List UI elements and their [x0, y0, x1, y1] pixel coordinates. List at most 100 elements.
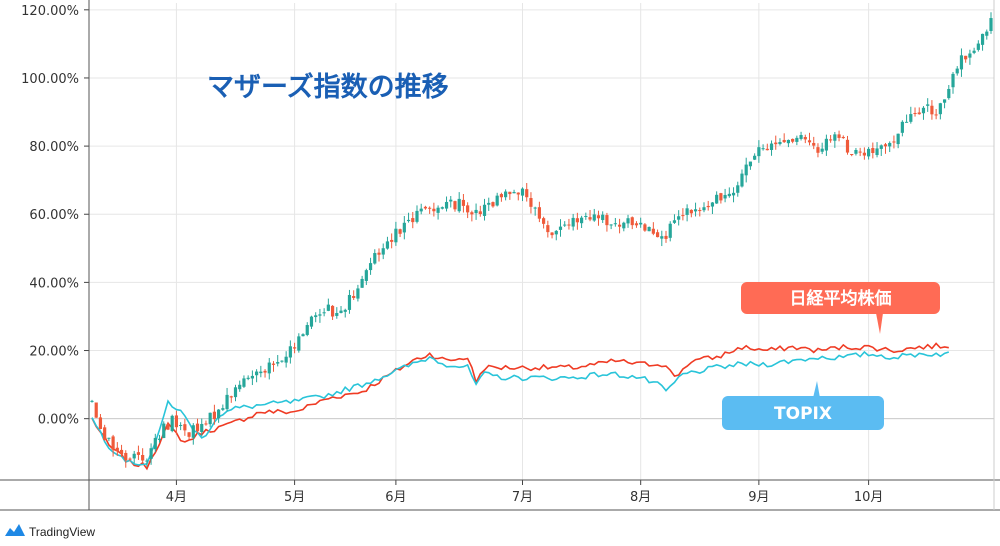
callout-topix-bg [722, 396, 884, 430]
candle-body [309, 316, 314, 327]
candle-body [179, 424, 183, 426]
candle-body [284, 356, 288, 363]
candle-body [242, 378, 246, 387]
y-tick-label: 20.00% [29, 345, 79, 360]
candle-body [867, 148, 871, 157]
candle-body [145, 460, 149, 462]
callout-nikkei-bg [741, 282, 940, 314]
candle-body [715, 194, 719, 204]
candle-body [217, 409, 221, 419]
candle-body [892, 141, 896, 143]
candle-body [934, 114, 938, 116]
y-tick-label: 100.00% [21, 72, 79, 87]
candle-body [373, 253, 377, 264]
candle-body [368, 263, 373, 271]
candle-body [740, 173, 744, 187]
candle-body [457, 198, 461, 212]
candle-body [917, 112, 921, 115]
candle-body [267, 362, 271, 374]
candle-body [402, 222, 406, 233]
candle-body [478, 211, 482, 215]
candle-body [343, 309, 347, 312]
candle-body [529, 198, 533, 207]
candle-body [791, 138, 795, 142]
candle-body [318, 314, 322, 316]
y-tick-label: 0.00% [38, 413, 79, 428]
candle-body [305, 325, 309, 335]
candle-body [221, 408, 225, 410]
candle-body [639, 222, 643, 225]
candle-body [225, 394, 229, 410]
candle-body [744, 164, 748, 176]
candle-body [187, 432, 191, 437]
candle-body [782, 139, 786, 143]
candle-body [141, 455, 145, 461]
candle-body [103, 427, 107, 440]
candle-body [896, 133, 900, 145]
candle-body [360, 278, 364, 288]
candle-body [132, 453, 136, 459]
candle-body [824, 138, 828, 151]
candle-body [580, 217, 584, 224]
candle-body [326, 304, 330, 311]
callout-topix-label: TOPIX [774, 404, 832, 424]
candle-body [778, 141, 782, 145]
candle-body [238, 384, 242, 390]
candle-body [136, 452, 141, 455]
candle-body [959, 55, 964, 70]
candle-body [736, 185, 740, 193]
candle-body [913, 113, 917, 115]
candle-body [119, 449, 124, 455]
candle-body [297, 336, 301, 351]
candle-body [596, 215, 601, 219]
candle-body [795, 137, 799, 142]
chart-title: マザーズ指数の推移 [207, 71, 449, 103]
candle-body [563, 224, 567, 226]
candle-body [166, 424, 170, 430]
candle-body [698, 210, 702, 212]
candle-body [533, 207, 537, 209]
candle-body [246, 377, 250, 379]
candle-body [731, 192, 736, 196]
candle-body [204, 423, 208, 425]
candle-body [651, 228, 655, 234]
x-tick-label: 5月 [284, 490, 305, 505]
candle-body [693, 209, 698, 212]
candle-body [584, 215, 588, 217]
candle-body [626, 218, 630, 224]
callout-topix: TOPIX [722, 381, 884, 430]
candle-body [753, 155, 757, 160]
candle-body [90, 400, 94, 402]
candle-body [406, 219, 411, 222]
candle-body [250, 375, 254, 379]
candle-body [149, 448, 153, 459]
tradingview-logo[interactable]: TradingView [5, 524, 95, 539]
candle-body [710, 202, 715, 207]
candle-body [904, 121, 909, 123]
y-axis-labels: 0.00% 20.00% 40.00% 60.00% 80.00% 100.00% 120.… [21, 4, 79, 428]
candle-body [474, 209, 478, 214]
candle-body [558, 226, 563, 230]
tradingview-icon [5, 524, 25, 536]
tradingview-label: TradingView [29, 525, 95, 539]
candle-body [613, 223, 617, 225]
candle-body [550, 232, 554, 236]
candle-body [883, 144, 888, 147]
candle-body [888, 142, 892, 147]
candle-body [128, 458, 132, 460]
candle-body [111, 436, 115, 450]
candle-body [921, 107, 926, 114]
candle-body [419, 208, 423, 212]
candle-body [685, 208, 689, 215]
candle-body [769, 143, 774, 150]
candle-body [643, 224, 647, 231]
candle-body [259, 371, 263, 374]
candle-body [592, 214, 596, 221]
candle-body [208, 412, 212, 425]
x-tick-label: 7月 [512, 490, 533, 505]
candle-body [94, 402, 98, 418]
candle-body [938, 103, 942, 115]
candle-body [330, 305, 335, 317]
x-tick-label: 9月 [748, 490, 769, 505]
